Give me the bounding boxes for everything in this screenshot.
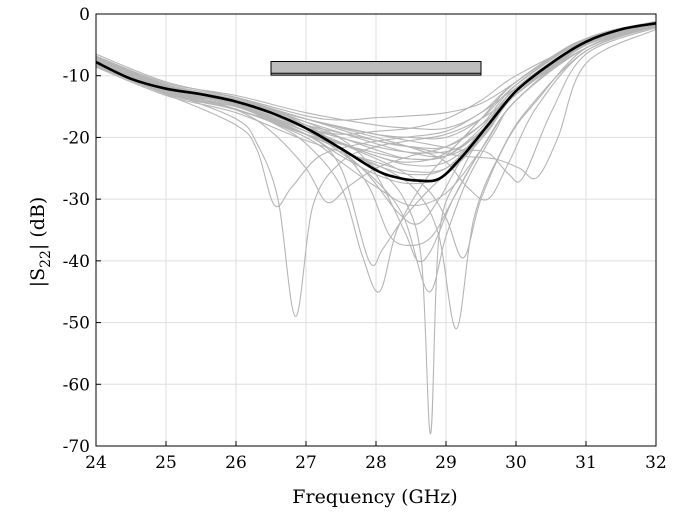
x-tick-labels: 24 25 26 27 28 29 30 31 32	[85, 441, 667, 473]
x-tick-label-5: 29	[435, 453, 457, 473]
y-axis-label-post: | (dB)	[27, 197, 49, 250]
y-axis-label-sub: 22	[38, 250, 54, 268]
y-tick-label-0: 0	[79, 5, 90, 25]
y-tick-label-1: -10	[63, 67, 90, 87]
sample-curve-26	[95, 25, 657, 154]
x-tick-label-3: 27	[295, 453, 317, 473]
y-axis-label: |S22| (dB)	[27, 197, 54, 288]
y-axis-label-pre: |S	[27, 268, 49, 287]
sample-curve-22	[95, 20, 657, 130]
y-tick-label-2: -20	[63, 128, 90, 148]
x-tick-label-8: 32	[645, 453, 667, 473]
y-tick-labels: 0 -10 -20 -30 -40 -50 -60 -70	[63, 5, 101, 457]
x-axis-label: Frequency (GHz)	[292, 486, 457, 508]
y-tick-label-6: -60	[63, 375, 90, 395]
mean-curve	[95, 22, 657, 183]
sample-curve-21	[95, 25, 657, 206]
y-tick-label-3: -30	[63, 190, 90, 210]
band-marker	[270, 61, 482, 76]
sample-curve-24	[95, 25, 657, 173]
x-tick-label-6: 30	[505, 453, 527, 473]
x-tick-label-2: 26	[225, 453, 247, 473]
y-tick-label-5: -50	[63, 314, 90, 334]
y-tick-label-7: -70	[63, 437, 90, 457]
y-tick-label-4: -40	[63, 252, 90, 272]
mean-curve-line	[95, 22, 657, 183]
band-rect	[270, 61, 482, 76]
x-tick-label-4: 28	[365, 453, 387, 473]
x-tick-label-0: 24	[85, 453, 107, 473]
x-tick-label-7: 31	[575, 453, 597, 473]
sample-curve-28	[95, 21, 657, 140]
sample-curve-12	[95, 24, 657, 259]
x-tick-label-1: 25	[155, 453, 177, 473]
sample-curve-17	[95, 21, 657, 150]
